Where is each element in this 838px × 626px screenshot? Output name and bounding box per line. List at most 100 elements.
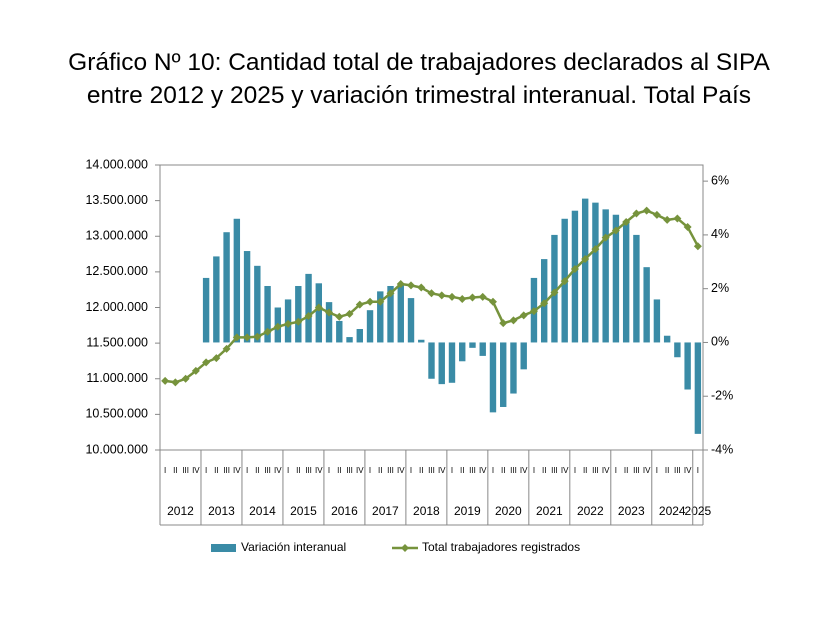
- line-marker: [345, 309, 354, 318]
- x-tick-label: IV: [520, 466, 528, 475]
- line-marker: [611, 226, 620, 235]
- x-tick-label: IV: [233, 466, 241, 475]
- legend-label: Variación interanual: [241, 540, 346, 554]
- x-tick-label: I: [697, 466, 699, 475]
- line-marker: [396, 279, 405, 288]
- x-tick-label: I: [205, 466, 207, 475]
- bar: [315, 283, 323, 343]
- bar: [510, 342, 517, 394]
- line-marker: [540, 299, 549, 308]
- bar: [489, 342, 497, 413]
- x-tick-label: IV: [356, 466, 364, 475]
- bar: [243, 251, 251, 343]
- line-marker: [437, 291, 446, 300]
- line-marker: [253, 332, 262, 341]
- x-tick-label: I: [615, 466, 617, 475]
- bar: [387, 285, 394, 343]
- x-tick-label: II: [460, 466, 464, 475]
- y2-tick-label: -4%: [711, 442, 733, 456]
- line-marker: [499, 319, 508, 328]
- line-marker: [642, 206, 651, 215]
- x-group-label: 2019: [454, 504, 481, 518]
- x-tick-label: III: [264, 466, 271, 475]
- bar: [674, 342, 681, 358]
- y2-tick-label: 0%: [711, 335, 729, 349]
- x-tick-label: I: [451, 466, 453, 475]
- line-marker: [191, 366, 200, 375]
- y2-tick-label: 6%: [711, 173, 729, 187]
- line-marker: [407, 281, 416, 290]
- bar: [581, 198, 589, 343]
- line-marker: [458, 294, 467, 303]
- x-tick-label: III: [633, 466, 640, 475]
- line-marker: [243, 333, 252, 342]
- x-tick-label: IV: [397, 466, 405, 475]
- x-tick-label: I: [533, 466, 535, 475]
- x-group-label: 2013: [208, 504, 235, 518]
- line-marker: [314, 303, 323, 312]
- x-tick-label: IV: [315, 466, 323, 475]
- x-tick-label: III: [182, 466, 189, 475]
- x-tick-label: II: [583, 466, 587, 475]
- bar: [295, 285, 302, 343]
- x-group-label: 2020: [495, 504, 522, 518]
- bar: [305, 273, 312, 343]
- x-tick-label: III: [305, 466, 312, 475]
- bar: [592, 202, 599, 343]
- x-tick-label: III: [510, 466, 517, 475]
- x-tick-label: IV: [561, 466, 569, 475]
- legend-swatch: [211, 544, 236, 552]
- x-tick-label: IV: [643, 466, 651, 475]
- line-marker: [222, 344, 231, 353]
- legend-label: Total trabajadores registrados: [422, 540, 580, 554]
- x-tick-label: II: [173, 466, 177, 475]
- plot-frame: [159, 164, 704, 451]
- line-marker: [171, 378, 180, 387]
- bar: [397, 283, 404, 343]
- y-tick-label: 11.000.000: [86, 371, 148, 385]
- y-tick-label: 10.500.000: [85, 407, 148, 421]
- x-group-label: 2017: [372, 504, 399, 518]
- line-marker: [263, 327, 272, 336]
- bar: [356, 329, 363, 343]
- legend-swatch-marker: [401, 544, 409, 552]
- y-tick-label: 12.000.000: [85, 300, 148, 314]
- line-marker: [304, 312, 313, 321]
- x-tick-label: I: [492, 466, 494, 475]
- x-tick-label: II: [296, 466, 300, 475]
- bar: [325, 302, 333, 343]
- chart-title: Gráfico Nº 10: Cantidad total de trabaja…: [68, 49, 770, 109]
- bar: [571, 210, 579, 343]
- bar: [479, 342, 486, 356]
- y2-tick-label: 4%: [711, 227, 729, 241]
- line-marker: [601, 233, 610, 242]
- x-tick-label: I: [287, 466, 289, 475]
- y-tick-label: 12.500.000: [85, 264, 148, 278]
- x-tick-label: IV: [479, 466, 487, 475]
- line-marker: [622, 218, 631, 226]
- line-marker: [181, 374, 190, 383]
- x-tick-label: II: [214, 466, 218, 475]
- y-tick-label: 10.000.000: [85, 442, 148, 456]
- line-marker: [693, 242, 702, 251]
- x-tick-label: III: [346, 466, 353, 475]
- bar: [663, 335, 671, 343]
- bar: [264, 285, 271, 343]
- line-marker: [325, 308, 334, 317]
- bar: [622, 221, 630, 343]
- line-marker: [335, 312, 344, 321]
- x-tick-label: I: [410, 466, 412, 475]
- bar: [469, 342, 476, 348]
- x-tick-label: IV: [438, 466, 446, 475]
- x-group-label: 2014: [249, 504, 276, 518]
- x-tick-label: II: [542, 466, 546, 475]
- line-marker: [273, 322, 282, 331]
- line-marker: [591, 245, 600, 254]
- bar: [223, 232, 230, 343]
- x-tick-label: III: [469, 466, 476, 475]
- x-group-label: 2015: [290, 504, 317, 518]
- bar: [520, 342, 527, 370]
- x-tick-label: I: [656, 466, 658, 475]
- line-marker: [488, 297, 497, 306]
